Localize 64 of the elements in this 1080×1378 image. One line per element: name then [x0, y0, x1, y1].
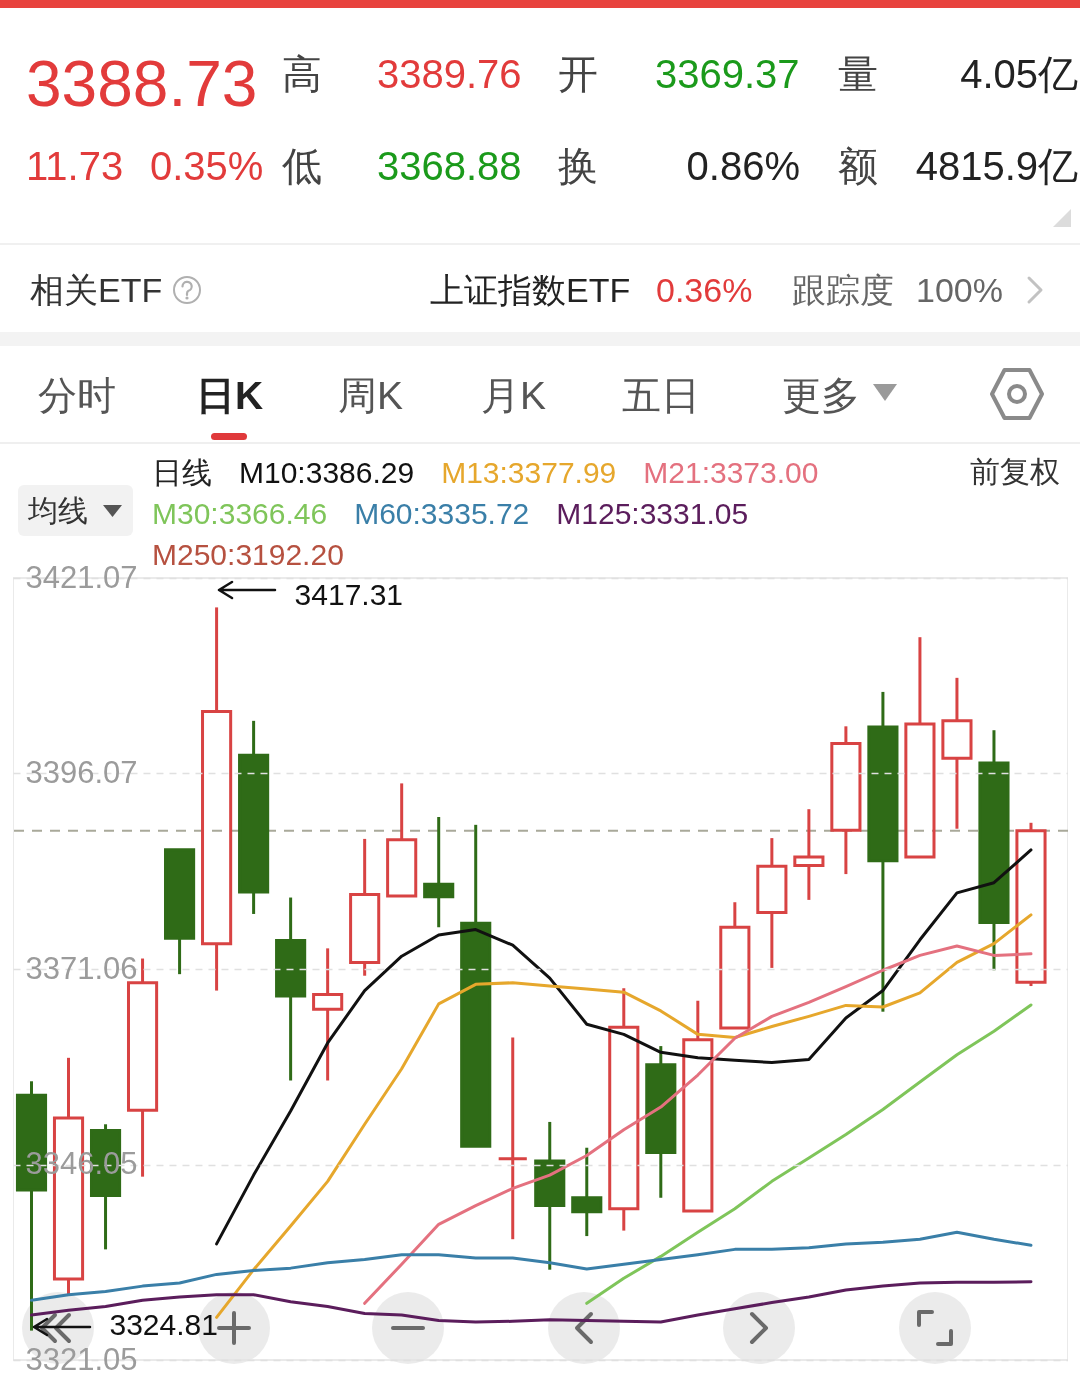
text: M21:3373.00 [643, 455, 819, 491]
text: 更多 [782, 373, 860, 417]
text: 跟踪度 [792, 271, 894, 309]
candlestick [756, 838, 788, 968]
text: 4815.9亿 [915, 144, 1078, 188]
text: 3369.37 [655, 52, 800, 96]
text: 3389.76 [377, 52, 522, 96]
legend-label: M250:3192.20 [152, 537, 344, 573]
candlestick [867, 690, 899, 1012]
text: 低 [282, 144, 322, 188]
text: M125:3331.05 [556, 496, 749, 532]
text: 额 [838, 144, 878, 188]
text: 100% [916, 271, 1003, 309]
line-series [585, 1003, 1033, 1305]
candlestick [793, 809, 825, 900]
text: 换 [558, 144, 598, 188]
text: 相关ETF [30, 271, 163, 309]
text: 4.05亿 [960, 52, 1078, 96]
text: 周K [338, 373, 404, 417]
text: 3388.73 [26, 48, 258, 120]
candlestick [312, 948, 344, 1081]
text: M13:3377.99 [441, 455, 617, 491]
y-tick-label: 3346.05 [25, 1146, 138, 1182]
text: 月K [481, 373, 547, 417]
text: 上证指数ETF [430, 271, 631, 309]
text: 分时 [38, 373, 116, 417]
annotation: 3417.31 [294, 578, 404, 612]
candlestick [423, 817, 455, 928]
text: M60:3335.72 [354, 496, 530, 532]
text: 前复权 [970, 455, 1060, 488]
line-series [215, 913, 1033, 1319]
text: 0.35% [150, 144, 264, 188]
y-tick-label: 3396.07 [25, 754, 138, 790]
text: 量 [838, 52, 878, 96]
candlestick [830, 726, 862, 876]
text: 高 [282, 52, 322, 96]
candlestick [201, 607, 233, 991]
y-tick-label: 3421.07 [25, 559, 138, 595]
candlestick [571, 1147, 603, 1238]
legend-title: 日线 [152, 455, 212, 491]
text: M30:3366.46 [152, 496, 328, 532]
candlestick [497, 1037, 529, 1241]
candlestick [941, 676, 973, 829]
text: 开 [558, 52, 598, 96]
text: 3368.88 [377, 144, 522, 188]
text: M10:3386.29 [239, 455, 415, 491]
text: 日K [196, 373, 264, 417]
candlestick [608, 988, 640, 1231]
text: 均线 [28, 494, 88, 527]
candlestick [275, 897, 307, 1081]
text: 0.36% [656, 271, 753, 309]
line-series [363, 944, 1033, 1305]
line-series [30, 1230, 1033, 1302]
y-tick-label: 3321.05 [25, 1341, 138, 1377]
candlestick [534, 1120, 566, 1270]
text: 五日 [622, 373, 700, 417]
text: 0.86% [686, 144, 800, 188]
candlestick [238, 719, 270, 914]
text: 11.73 [26, 144, 124, 188]
y-tick-label: 3371.06 [25, 950, 138, 986]
line-series [215, 848, 1033, 1246]
candlestick [645, 1046, 677, 1198]
annotation: 3324.81 [109, 1307, 218, 1341]
candlestick [978, 730, 1010, 971]
